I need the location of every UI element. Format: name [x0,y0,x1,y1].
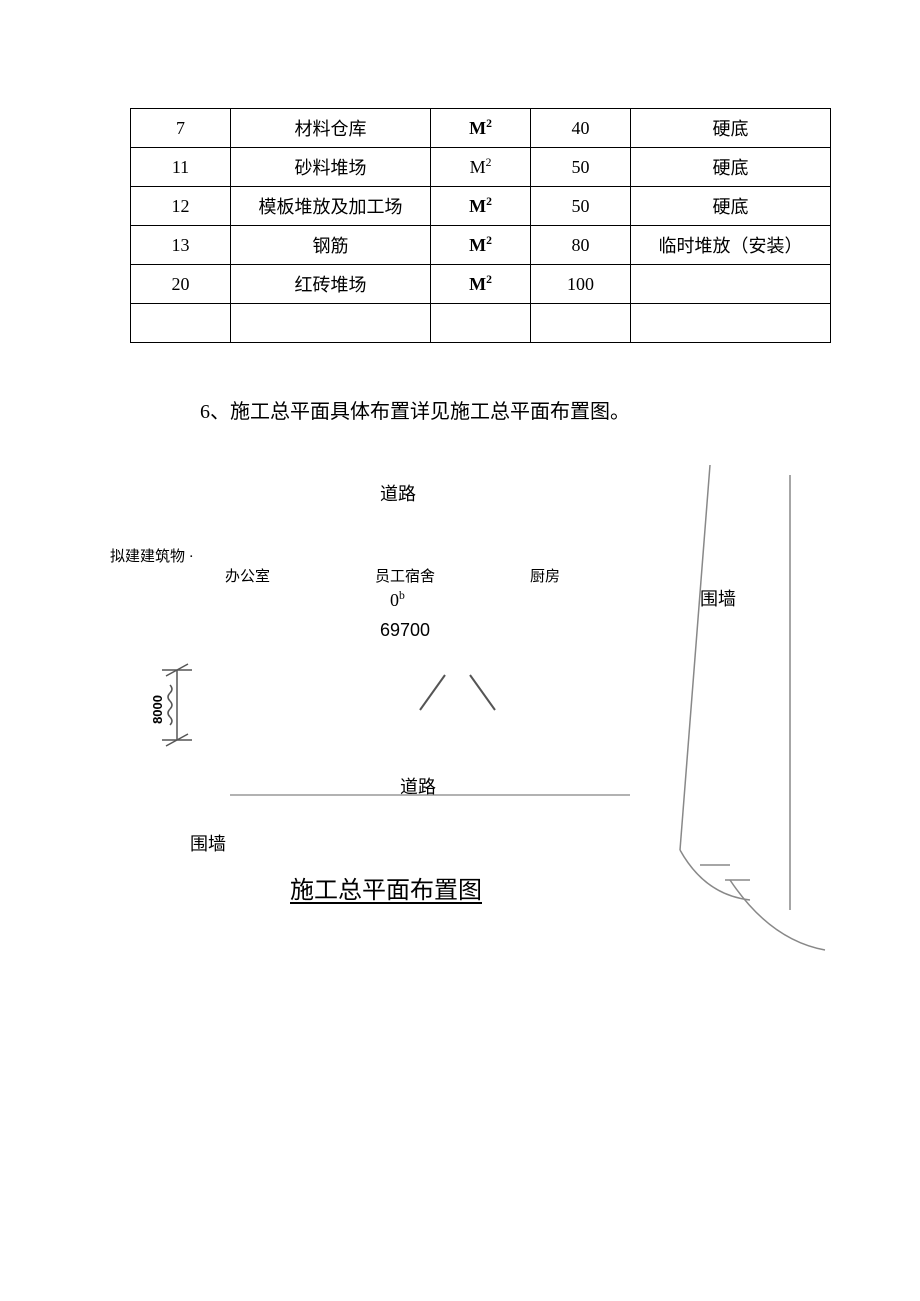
label-wall-right: 围墙 [700,585,736,611]
label-kitchen: 厨房 [530,565,560,586]
cell-qty: 50 [531,148,631,187]
cell-idx [131,304,231,343]
table-row: 20 红砖堆场 M2 100 [131,265,831,304]
caption-text: 6、施工总平面具体布置详见施工总平面布置图。 [200,395,630,424]
cell-qty [531,304,631,343]
label-road-bottom: 道路 [400,773,436,799]
label-building: 拟建建筑物 · [110,545,194,566]
site-plan-diagram: 道路 拟建建筑物 · 办公室 员工宿舍 厨房 围墙 0b 69700 8000 … [110,450,830,970]
cell-idx: 11 [131,148,231,187]
cell-name: 红砖堆场 [231,265,431,304]
cell-note: 硬底 [631,187,831,226]
label-dim-h: 69700 [380,620,430,641]
cell-qty: 100 [531,265,631,304]
label-dorm: 员工宿舍 [375,565,435,586]
cell-note [631,265,831,304]
label-road-top: 道路 [380,480,416,506]
cell-note: 硬底 [631,148,831,187]
cell-unit: M2 [431,148,531,187]
label-office: 办公室 [225,565,270,586]
cell-note: 临时堆放（安装） [631,226,831,265]
cell-note [631,304,831,343]
label-wall-left: 围墙 [190,830,226,856]
cell-name [231,304,431,343]
diagram-title: 施工总平面布置图 [290,870,482,905]
table-row [131,304,831,343]
cell-unit: M2 [431,109,531,148]
cell-note: 硬底 [631,109,831,148]
cell-name: 材料仓库 [231,109,431,148]
cell-idx: 12 [131,187,231,226]
cell-unit [431,304,531,343]
cell-idx: 13 [131,226,231,265]
table-row: 12 模板堆放及加工场 M2 50 硬底 [131,187,831,226]
label-zero-sup: 0b [390,590,405,611]
table-row: 7 材料仓库 M2 40 硬底 [131,109,831,148]
cell-idx: 20 [131,265,231,304]
table-row: 13 钢筋 M2 80 临时堆放（安装） [131,226,831,265]
cell-unit: M2 [431,226,531,265]
materials-table: 7 材料仓库 M2 40 硬底 11 砂料堆场 M2 50 硬底 12 模板堆放… [130,108,831,343]
cell-name: 砂料堆场 [231,148,431,187]
cell-name: 钢筋 [231,226,431,265]
cell-qty: 40 [531,109,631,148]
cell-name: 模板堆放及加工场 [231,187,431,226]
cell-unit: M2 [431,265,531,304]
cell-qty: 80 [531,226,631,265]
page: 7 材料仓库 M2 40 硬底 11 砂料堆场 M2 50 硬底 12 模板堆放… [0,0,920,1301]
cell-unit: M2 [431,187,531,226]
cell-idx: 7 [131,109,231,148]
label-dim-v: 8000 [150,695,165,724]
cell-qty: 50 [531,187,631,226]
table-row: 11 砂料堆场 M2 50 硬底 [131,148,831,187]
